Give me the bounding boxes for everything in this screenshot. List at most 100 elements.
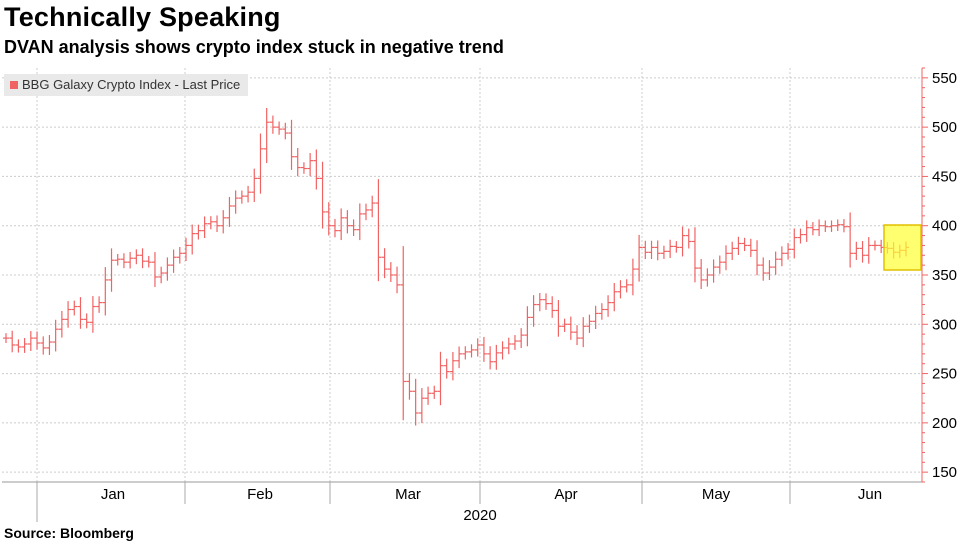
ohlc-bar xyxy=(189,224,196,255)
chart-legend: BBG Galaxy Crypto Index - Last Price xyxy=(4,74,249,96)
ohlc-bar xyxy=(220,210,227,234)
ohlc-bar xyxy=(412,378,419,426)
ohlc-bar xyxy=(648,240,655,259)
y-tick-label: 350 xyxy=(932,267,957,284)
ohlc-bar xyxy=(46,335,53,355)
ohlc-bar xyxy=(344,210,351,234)
ohlc-bar xyxy=(598,303,605,320)
legend-label: BBG Galaxy Crypto Index - Last Price xyxy=(22,77,241,92)
ohlc-bar xyxy=(418,388,425,424)
ohlc-bar xyxy=(822,220,829,232)
ohlc-bar xyxy=(704,268,711,287)
ohlc-bar xyxy=(331,219,338,238)
ohlc-bar xyxy=(530,295,537,327)
ohlc-bar xyxy=(636,234,643,282)
ohlc-bar xyxy=(468,344,475,358)
ohlc-bar xyxy=(307,152,314,177)
ohlc-bar xyxy=(58,310,65,338)
ohlc-bar xyxy=(611,283,618,312)
ohlc-bar xyxy=(834,219,841,231)
ohlc-bar xyxy=(263,107,270,164)
y-tick-label: 400 xyxy=(932,218,957,235)
ohlc-bar xyxy=(65,301,72,328)
ohlc-bar xyxy=(797,228,804,244)
ohlc-bar xyxy=(698,259,705,289)
ohlc-bar xyxy=(77,297,84,329)
ohlc-bar xyxy=(3,333,9,344)
ohlc-bar xyxy=(791,228,798,259)
ohlc-bar xyxy=(723,245,729,271)
ohlc-bar xyxy=(282,122,289,140)
y-tick-label: 250 xyxy=(932,366,957,383)
ohlc-bar xyxy=(480,336,487,362)
ohlc-bar xyxy=(778,246,785,267)
ohlc-bar xyxy=(785,243,792,260)
ohlc-bar xyxy=(518,328,525,349)
ohlc-bar xyxy=(667,239,674,258)
ohlc-bar xyxy=(21,338,28,353)
ohlc-bar xyxy=(269,115,276,134)
y-tick-label: 200 xyxy=(932,415,957,432)
x-tick-label: Jan xyxy=(101,486,125,503)
ohlc-bar xyxy=(803,220,810,242)
ohlc-bar xyxy=(183,237,189,262)
ohlc-bar xyxy=(338,208,345,241)
ohlc-bar xyxy=(859,241,866,263)
ohlc-bar xyxy=(555,300,562,337)
ohlc-bar xyxy=(195,224,202,240)
ohlc-bar xyxy=(356,203,363,241)
ohlc-bar xyxy=(387,262,394,282)
ohlc-bar xyxy=(642,240,649,259)
ohlc-bar xyxy=(127,251,134,269)
ohlc-bar xyxy=(443,358,450,379)
ohlc-bar xyxy=(276,121,283,135)
ohlc-bar xyxy=(71,300,78,316)
ohlc-bar xyxy=(592,305,599,330)
chart-title: Technically Speaking xyxy=(4,2,281,32)
ohlc-bar xyxy=(145,255,152,268)
ohlc-bar xyxy=(108,248,115,292)
ohlc-bar xyxy=(735,236,742,256)
ohlc-bar xyxy=(251,168,258,202)
ohlc-bar xyxy=(449,352,456,381)
x-year-label: 2020 xyxy=(463,507,496,524)
ohlc-bar xyxy=(226,196,233,227)
ohlc-bar xyxy=(660,245,667,259)
ohlc-bar xyxy=(871,240,878,251)
y-tick-label: 300 xyxy=(932,316,957,333)
ohlc-bar xyxy=(257,133,264,194)
x-tick-label: Mar xyxy=(395,486,421,503)
ohlc-bar xyxy=(524,306,531,347)
ohlc-bar xyxy=(15,339,22,353)
ohlc-bar xyxy=(375,179,382,282)
ohlc-bar xyxy=(406,373,413,400)
ohlc-bar xyxy=(151,252,158,288)
ohlc-bar xyxy=(685,228,692,249)
ohlc-bar xyxy=(766,260,773,281)
legend-swatch xyxy=(10,81,18,89)
ohlc-bar xyxy=(96,296,103,313)
ohlc-bar xyxy=(679,226,686,257)
ohlc-bar xyxy=(567,316,574,340)
ohlc-bar xyxy=(431,385,438,399)
ohlc-bar xyxy=(425,386,432,405)
ohlc-bar xyxy=(574,325,581,346)
ohlc-bar xyxy=(232,190,239,214)
ohlc-bar xyxy=(617,280,624,299)
ohlc-bar xyxy=(363,203,369,221)
ohlc-bar xyxy=(511,335,518,350)
ohlc-bar xyxy=(493,344,500,370)
ohlc-bar xyxy=(158,266,165,284)
ohlc-bar xyxy=(245,185,252,203)
ohlc-bar xyxy=(754,240,761,276)
ohlc-bar xyxy=(369,195,376,218)
ohlc-bar xyxy=(381,248,388,279)
ohlc-bar xyxy=(853,241,860,260)
ohlc-bar xyxy=(840,219,847,233)
ohlc-bar xyxy=(580,317,587,348)
ohlc-bar xyxy=(133,249,140,265)
y-tick-label: 450 xyxy=(932,168,957,185)
ohlc-bar xyxy=(809,222,816,236)
ohlc-bar xyxy=(350,219,357,236)
ohlc-bar xyxy=(40,336,47,355)
